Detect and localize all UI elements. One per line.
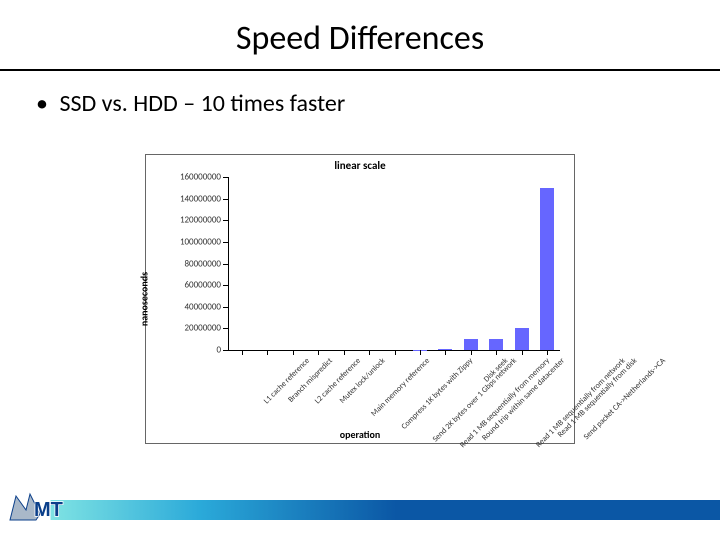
chart-ytick-label: 120000000 xyxy=(180,215,229,226)
footer-accent-bar xyxy=(0,500,720,520)
chart-plot-area: 0200000004000000060000000800000001000000… xyxy=(228,177,560,351)
chart-xtick-label: Mutex lock/unlock xyxy=(338,356,388,406)
chart-bar xyxy=(515,328,529,350)
chart-ytick-label: 40000000 xyxy=(185,301,230,312)
chart-bar xyxy=(464,339,478,350)
chart-xtick xyxy=(369,350,370,355)
chart-xtick xyxy=(242,350,243,355)
chart-xtick xyxy=(318,350,319,355)
chart-xtick xyxy=(445,350,446,355)
chart-xtick xyxy=(420,350,421,355)
chart-xtick xyxy=(395,350,396,355)
chart: linear scale nanoseconds operation 02000… xyxy=(145,154,575,444)
chart-xtick xyxy=(547,350,548,355)
slide: Speed Differences • SSD vs. HDD – 10 tim… xyxy=(0,0,720,540)
chart-xtick xyxy=(471,350,472,355)
svg-text:MT: MT xyxy=(34,499,63,521)
chart-ytick-label: 100000000 xyxy=(180,236,229,247)
chart-bars xyxy=(229,177,560,350)
chart-ytick-label: 140000000 xyxy=(180,193,229,204)
mt-logo: MT xyxy=(8,486,70,526)
chart-xtick xyxy=(344,350,345,355)
page-title: Speed Differences xyxy=(0,18,720,59)
bullet-row: • SSD vs. HDD – 10 times faster xyxy=(0,71,720,118)
chart-ytick-label: 20000000 xyxy=(185,323,230,334)
chart-xtick xyxy=(496,350,497,355)
title-area: Speed Differences xyxy=(0,0,720,71)
chart-xlabel: operation xyxy=(146,428,574,441)
chart-ytick-label: 0 xyxy=(216,345,229,356)
chart-xtick xyxy=(293,350,294,355)
chart-ytick-label: 160000000 xyxy=(180,172,229,183)
chart-ytick-label: 80000000 xyxy=(185,258,230,269)
chart-bar xyxy=(489,339,503,350)
chart-xtick xyxy=(267,350,268,355)
chart-xtick xyxy=(522,350,523,355)
bullet-text: SSD vs. HDD – 10 times faster xyxy=(59,89,345,118)
chart-xtick-label: Compress 1K bytes with Zippy xyxy=(399,356,475,432)
chart-ytick-label: 60000000 xyxy=(185,280,230,291)
chart-bar xyxy=(540,188,554,350)
chart-title: linear scale xyxy=(146,159,574,172)
chart-ylabel: nanoseconds xyxy=(138,272,151,326)
bullet-dot-icon: • xyxy=(36,89,54,118)
